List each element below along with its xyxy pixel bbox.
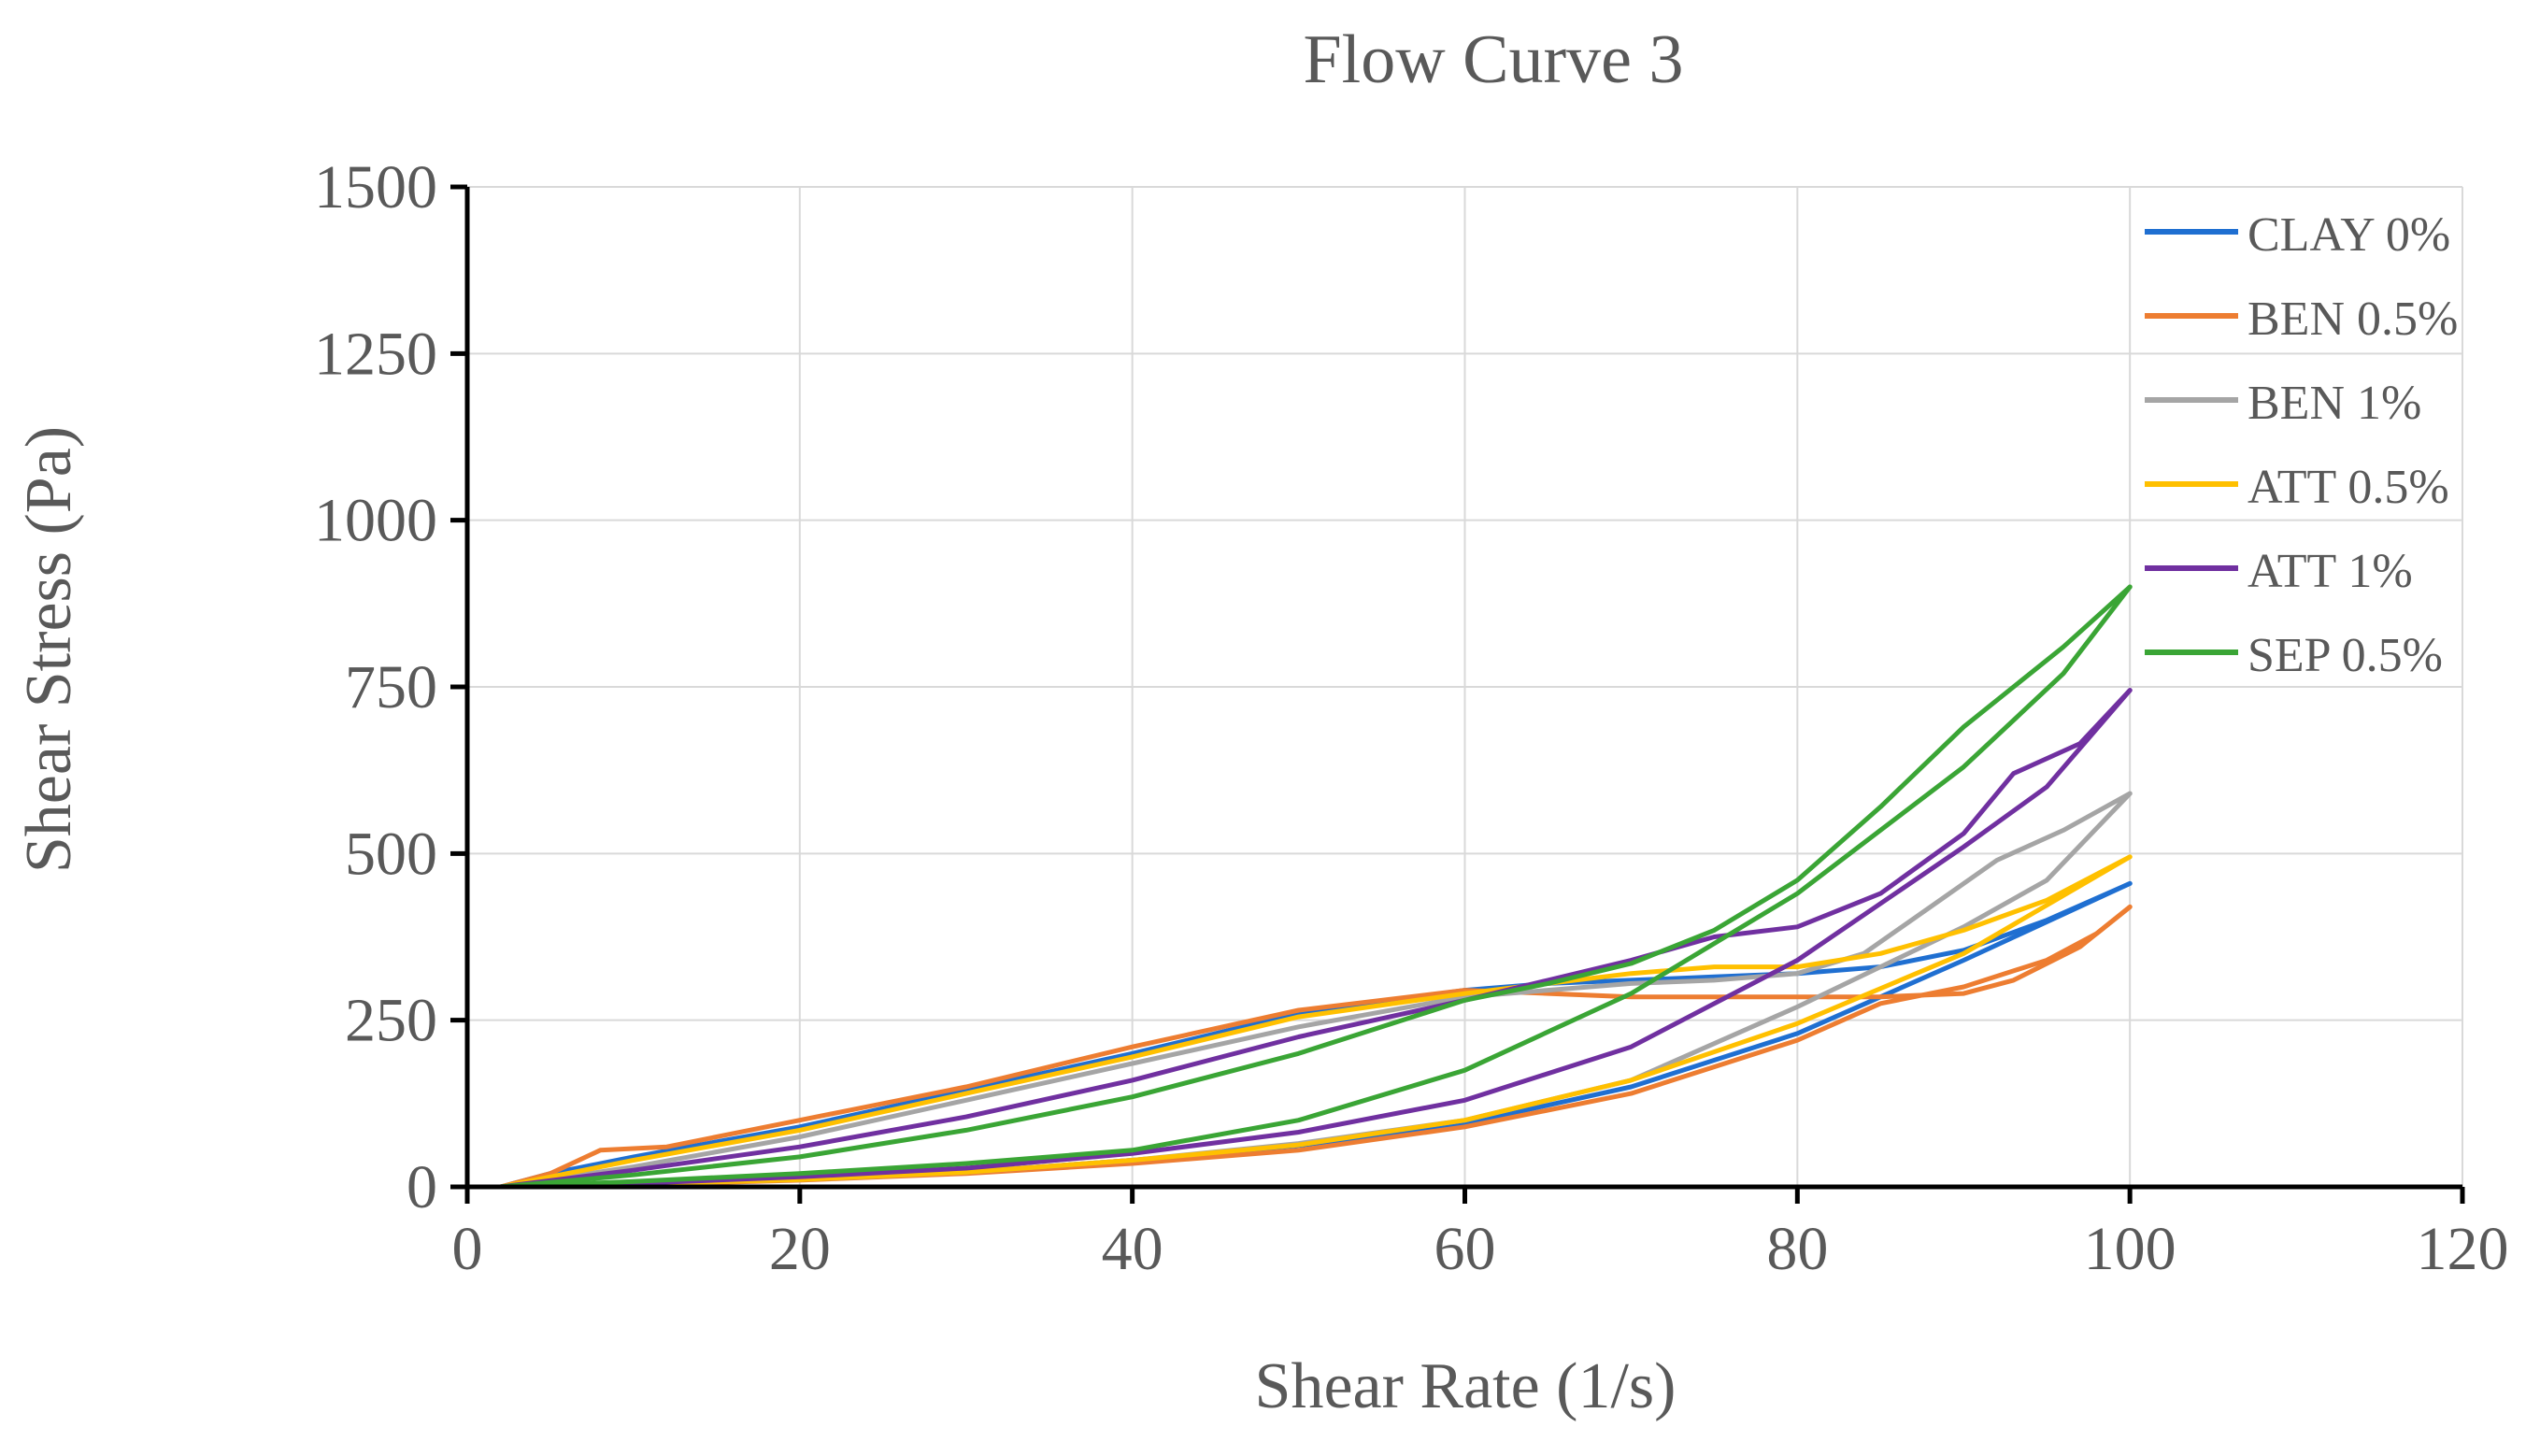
series-line-att-1-up: [498, 688, 2133, 1190]
x-tick-label: 60: [1434, 1215, 1496, 1283]
axes-layer: [450, 184, 2465, 1204]
x-tick-labels: 0 20 40 60 80 100 120: [452, 1215, 2509, 1283]
chart-title: Flow Curve 3: [1304, 21, 1684, 98]
series-layer: [498, 584, 2133, 1190]
y-tick-label: 0: [407, 1153, 437, 1221]
x-tick-label: 80: [1766, 1215, 1828, 1283]
legend-item: BEN 1%: [2145, 377, 2421, 430]
grid-layer: [467, 186, 2463, 1187]
x-tick-label: 20: [769, 1215, 831, 1283]
y-tick-label: 1000: [314, 487, 437, 555]
y-tick-labels: 0 250 500 750 1000 1250 1500: [314, 153, 437, 1221]
legend-label: ATT 1%: [2247, 545, 2413, 598]
x-axis-title: Shear Rate (1/s): [1255, 1350, 1677, 1422]
legend-label: BEN 0.5%: [2247, 293, 2458, 346]
x-tick-label: 40: [1102, 1215, 1163, 1283]
legend-item: CLAY 0%: [2145, 208, 2450, 262]
legend-label: CLAY 0%: [2247, 208, 2450, 262]
legend-item: SEP 0.5%: [2145, 629, 2443, 682]
legend: CLAY 0% BEN 0.5% BEN 1% ATT 0.5% ATT 1% SEP 0…: [2145, 208, 2458, 682]
y-tick-label: 750: [345, 653, 437, 721]
y-tick-label: 250: [345, 987, 437, 1055]
legend-label: ATT 0.5%: [2247, 461, 2449, 514]
series-line-ben-1-down: [498, 791, 2133, 1190]
legend-item: BEN 0.5%: [2145, 293, 2458, 346]
y-axis-title: Shear Stress (Pa): [13, 426, 85, 873]
y-tick-label: 500: [345, 820, 437, 888]
series-line-sep-0-5-up: [498, 584, 2133, 1190]
x-tick-label: 100: [2084, 1215, 2176, 1283]
legend-item: ATT 1%: [2145, 545, 2413, 598]
y-tick-label: 1500: [314, 153, 437, 221]
y-tick-label: 1250: [314, 320, 437, 388]
x-tick-label: 0: [452, 1215, 483, 1283]
series-line-sep-0-5-down: [498, 584, 2133, 1190]
legend-label: BEN 1%: [2247, 377, 2421, 430]
legend-item: ATT 0.5%: [2145, 461, 2449, 514]
legend-label: SEP 0.5%: [2247, 629, 2443, 682]
x-tick-label: 120: [2417, 1215, 2509, 1283]
series-line-att-1-down: [498, 688, 2133, 1190]
